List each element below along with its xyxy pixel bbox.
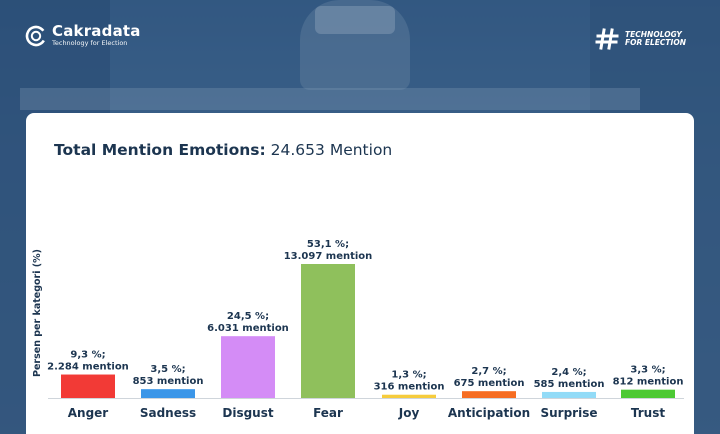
data-label-pct: 1,3 %; xyxy=(391,370,426,381)
data-label-mention: 316 mention xyxy=(374,382,445,393)
data-label-mention: 585 mention xyxy=(534,379,605,390)
category-label: Sadness xyxy=(140,406,196,420)
brand-name: Cakradata xyxy=(52,22,141,40)
category-label: Anger xyxy=(68,406,109,420)
data-label-mention: 812 mention xyxy=(613,377,684,388)
bar-joy xyxy=(382,394,436,398)
data-label-mention: 853 mention xyxy=(133,376,204,387)
brand-right-line1: TECHNOLOGY xyxy=(625,29,682,39)
bar-anticipation xyxy=(462,391,516,398)
emotion-bar-chart: Persen per kategori (%) 9,3 %;2.284 menti… xyxy=(32,239,684,420)
data-label-mention: 13.097 mention xyxy=(284,251,373,262)
y-axis-label: Persen per kategori (%) xyxy=(32,249,43,377)
technology-for-election-logo: TECHNOLOGY FOR ELECTION xyxy=(595,28,686,50)
category-label: Anticipation xyxy=(448,406,530,420)
category-label: Fear xyxy=(313,406,343,420)
chart-title-bold: Total Mention Emotions: xyxy=(54,141,266,159)
chart-title-total: 24.653 Mention xyxy=(265,141,393,159)
category-label: Joy xyxy=(398,406,420,420)
bar-trust xyxy=(621,389,675,398)
bar-sadness xyxy=(141,389,195,398)
chart-title: Total Mention Emotions: 24.653 Mention xyxy=(54,141,392,159)
data-label-mention: 6.031 mention xyxy=(207,323,289,334)
hashtag-icon xyxy=(595,28,619,50)
brand-tagline: Technology for Election xyxy=(52,39,128,47)
bar-anger xyxy=(61,374,115,398)
data-label-pct: 3,3 %; xyxy=(630,365,665,376)
cakradata-logo: Cakradata Technology for Election xyxy=(25,24,141,48)
bar-fear xyxy=(301,264,355,398)
data-label-mention: 2.284 mention xyxy=(47,362,129,373)
data-label-pct: 53,1 %; xyxy=(307,239,349,250)
data-label-pct: 3,5 %; xyxy=(150,364,185,375)
category-label: Trust xyxy=(631,406,665,420)
data-label-pct: 24,5 %; xyxy=(227,311,269,322)
data-label-pct: 9,3 %; xyxy=(70,350,105,361)
chart-card: Total Mention Emotions: 24.653 Mention P… xyxy=(26,113,694,434)
data-label-mention: 675 mention xyxy=(454,378,525,389)
bar-disgust xyxy=(221,336,275,398)
data-label-pct: 2,4 %; xyxy=(551,367,586,378)
data-label-pct: 2,7 %; xyxy=(471,366,506,377)
category-label: Surprise xyxy=(540,406,597,420)
cakradata-logo-icon xyxy=(25,25,47,47)
bar-surprise xyxy=(542,391,596,398)
category-label: Disgust xyxy=(222,406,273,420)
brand-right-line2: FOR ELECTION xyxy=(625,38,686,47)
